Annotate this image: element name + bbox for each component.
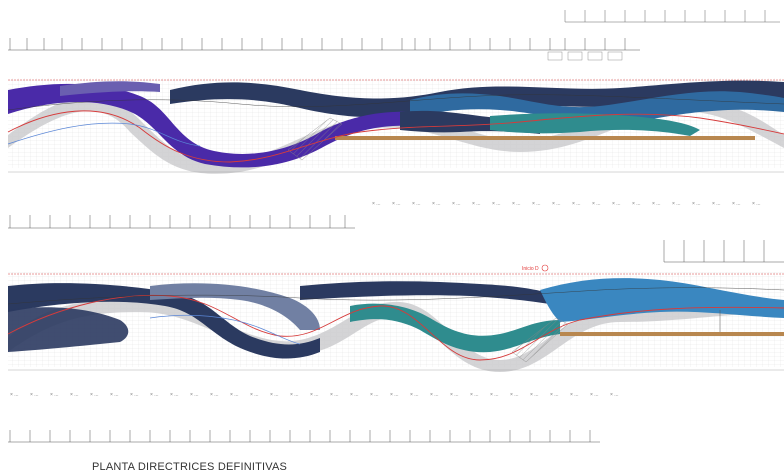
alignment-black-lower [7,287,784,305]
ribbon-navy-lower [8,283,320,359]
svg-text:× ...: × ... [70,392,78,398]
ribbon-lavender-upper [60,81,160,96]
svg-text:× ...: × ... [290,392,298,398]
svg-text:× ...: × ... [130,392,138,398]
svg-text:× ...: × ... [230,392,238,398]
svg-text:× ...: × ... [492,201,500,207]
svg-text:× ...: × ... [250,392,258,398]
alignment-red-lower [7,294,784,361]
svg-text:× ...: × ... [610,392,618,398]
svg-text:× ...: × ... [372,201,380,207]
svg-text:× ...: × ... [430,392,438,398]
axis-ruler-middle [8,215,355,229]
svg-text:× ...: × ... [712,201,720,207]
svg-text:× ...: × ... [512,201,520,207]
ribbon-lightblue-lower [540,278,784,322]
svg-text:× ...: × ... [510,392,518,398]
svg-text:× ...: × ... [692,201,700,207]
svg-text:× ...: × ... [592,201,600,207]
svg-text:× ...: × ... [10,392,18,398]
svg-text:× ...: × ... [170,392,178,398]
svg-text:× ...: × ... [752,201,760,207]
ribbon-navy2-lower [300,281,560,306]
ribbon-blue-upper [410,91,784,123]
svg-text:× ...: × ... [472,201,480,207]
alignment-blue-lower [149,314,301,345]
svg-text:× ...: × ... [652,201,660,207]
ribbon-teal-lower [350,303,560,353]
svg-text:× ...: × ... [532,201,540,207]
boardwalk-upper [335,136,755,140]
svg-text:× ...: × ... [412,201,420,207]
ribbon-darknavy-lower [8,307,129,352]
ribbon-teal-upper [490,113,700,136]
svg-text:× ...: × ... [572,201,580,207]
svg-text:× ...: × ... [370,392,378,398]
svg-text:× ...: × ... [50,392,58,398]
drawing-title: PLANTA DIRECTRICES DEFINITIVAS [92,461,288,473]
alignment-blue-upper [7,122,201,147]
svg-text:× ...: × ... [90,392,98,398]
ramp-hatch-upper [287,117,343,161]
svg-text:× ...: × ... [350,392,358,398]
cross-markers-lower: × ... × ... × ... × ... × ... × ... × ... × .… [10,392,618,398]
svg-text:× ...: × ... [30,392,38,398]
svg-text:× ...: × ... [570,392,578,398]
svg-text:× ...: × ... [390,392,398,398]
axis-ruler-upper [8,38,640,51]
svg-text:× ...: × ... [110,392,118,398]
svg-text:× ...: × ... [190,392,198,398]
svg-text:× ...: × ... [470,392,478,398]
svg-text:× ...: × ... [530,392,538,398]
svg-text:× ...: × ... [392,201,400,207]
plan-view-upper: × ... × ... × ... × ... × ... × ... × ... × .… [7,10,784,229]
axis-ruler-lower-right [663,240,784,263]
axis-ruler-top-right [564,10,780,23]
svg-text:× ...: × ... [590,392,598,398]
svg-text:× ...: × ... [612,201,620,207]
alignment-black-upper [7,94,784,111]
cross-markers-upper: × ... × ... × ... × ... × ... × ... × ... × .… [372,201,760,207]
svg-text:× ...: × ... [270,392,278,398]
svg-text:× ...: × ... [450,392,458,398]
svg-text:× ...: × ... [550,392,558,398]
svg-text:× ...: × ... [452,201,460,207]
svg-text:× ...: × ... [432,201,440,207]
svg-text:× ...: × ... [210,392,218,398]
svg-text:× ...: × ... [552,201,560,207]
plan-view-lower: Inicio D × ... × ... × ... × .. [7,240,784,443]
svg-text:× ...: × ... [150,392,158,398]
start-marker-label: Inicio D [522,266,539,272]
svg-text:× ...: × ... [672,201,680,207]
svg-text:× ...: × ... [330,392,338,398]
svg-text:× ...: × ... [632,201,640,207]
svg-text:× ...: × ... [490,392,498,398]
svg-text:× ...: × ... [732,201,740,207]
alignment-red-upper [7,110,784,163]
start-marker: Inicio D [522,264,549,272]
svg-text:× ...: × ... [410,392,418,398]
axis-ruler-bottom [8,430,600,443]
boardwalk-lower [560,332,784,336]
svg-text:× ...: × ... [310,392,318,398]
section-tags-upper [547,51,623,61]
